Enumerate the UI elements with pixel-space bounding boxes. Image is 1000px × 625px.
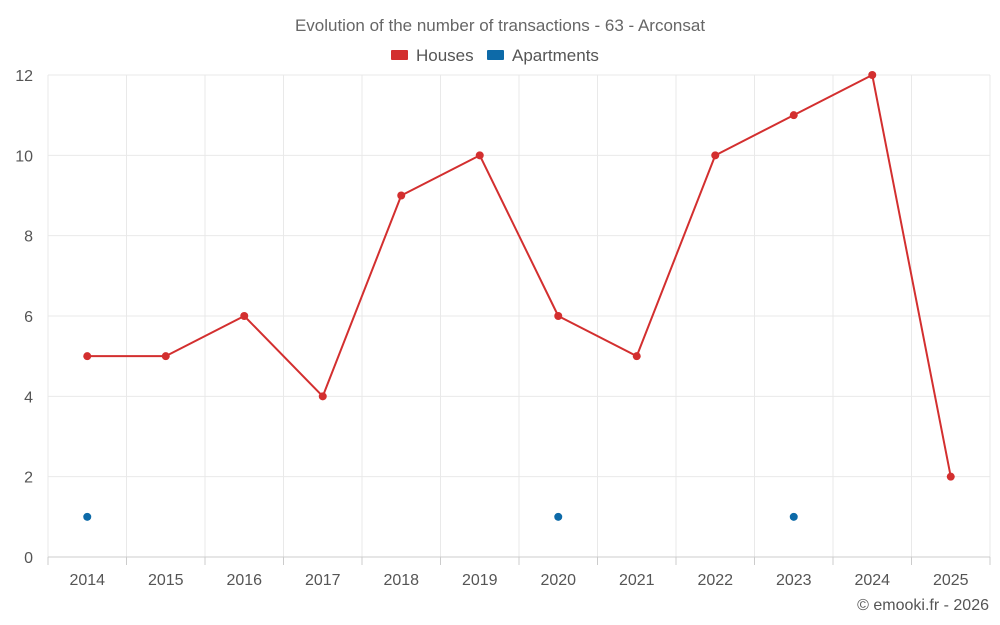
- y-tick-label: 8: [24, 229, 33, 246]
- x-tick-label: 2020: [540, 572, 576, 589]
- data-point-houses[interactable]: [632, 352, 641, 361]
- x-tick-label: 2014: [69, 572, 105, 589]
- data-point-houses[interactable]: [240, 312, 249, 320]
- data-point-houses[interactable]: [83, 352, 92, 361]
- data-point-apartments[interactable]: [789, 512, 798, 521]
- chart-credit: © emooki.fr - 2026: [857, 597, 989, 614]
- x-tick-label: 2022: [697, 572, 733, 589]
- data-point-houses[interactable]: [475, 151, 484, 160]
- y-tick-label: 6: [24, 309, 33, 326]
- y-tick-label: 4: [24, 389, 33, 406]
- data-point-apartments[interactable]: [83, 512, 92, 521]
- legend-label-houses: Houses: [416, 46, 474, 65]
- x-tick-label: 2019: [462, 572, 498, 589]
- x-axis: 2014 2015 2016 2017 2018 2019 2020 2021 2022 2023…: [47, 556, 991, 589]
- y-tick-label: 12: [15, 68, 33, 85]
- data-point-houses[interactable]: [946, 472, 955, 481]
- legend-item-houses[interactable]: Houses: [391, 46, 474, 65]
- x-tick-label: 2023: [776, 572, 812, 589]
- y-tick-label: 10: [15, 148, 33, 165]
- legend-item-apartments[interactable]: Apartments: [487, 46, 599, 65]
- x-tick-label: 2021: [619, 572, 655, 589]
- y-axis: 0 2 4 6 8 10 12: [15, 68, 33, 567]
- x-tick-label: 2018: [383, 572, 419, 589]
- data-point-apartments[interactable]: [554, 512, 563, 521]
- series-layer: [83, 71, 955, 521]
- x-tick-label: 2025: [933, 572, 969, 589]
- data-point-houses[interactable]: [397, 191, 406, 200]
- data-point-houses[interactable]: [789, 111, 798, 120]
- y-tick-label: 0: [24, 550, 33, 567]
- legend-swatch-houses: [391, 50, 408, 60]
- data-point-houses[interactable]: [554, 312, 563, 320]
- x-tick-label: 2017: [305, 572, 341, 589]
- series-line-houses: [87, 74, 952, 477]
- x-tick-label: 2016: [226, 572, 262, 589]
- grid: [47, 74, 991, 557]
- data-point-houses[interactable]: [318, 392, 327, 401]
- series-houses: [83, 71, 955, 481]
- series-apartments: [83, 512, 798, 521]
- x-tick-label: 2015: [148, 572, 184, 589]
- data-point-houses[interactable]: [711, 151, 720, 160]
- legend-swatch-apartments: [487, 50, 504, 60]
- legend-label-apartments: Apartments: [512, 46, 599, 65]
- y-tick-label: 2: [24, 470, 33, 487]
- legend[interactable]: Houses Apartments: [391, 46, 599, 65]
- chart-title: Evolution of the number of transactions …: [295, 16, 705, 35]
- data-point-houses[interactable]: [161, 352, 170, 361]
- data-point-houses[interactable]: [868, 71, 877, 79]
- x-tick-label: 2024: [854, 572, 890, 589]
